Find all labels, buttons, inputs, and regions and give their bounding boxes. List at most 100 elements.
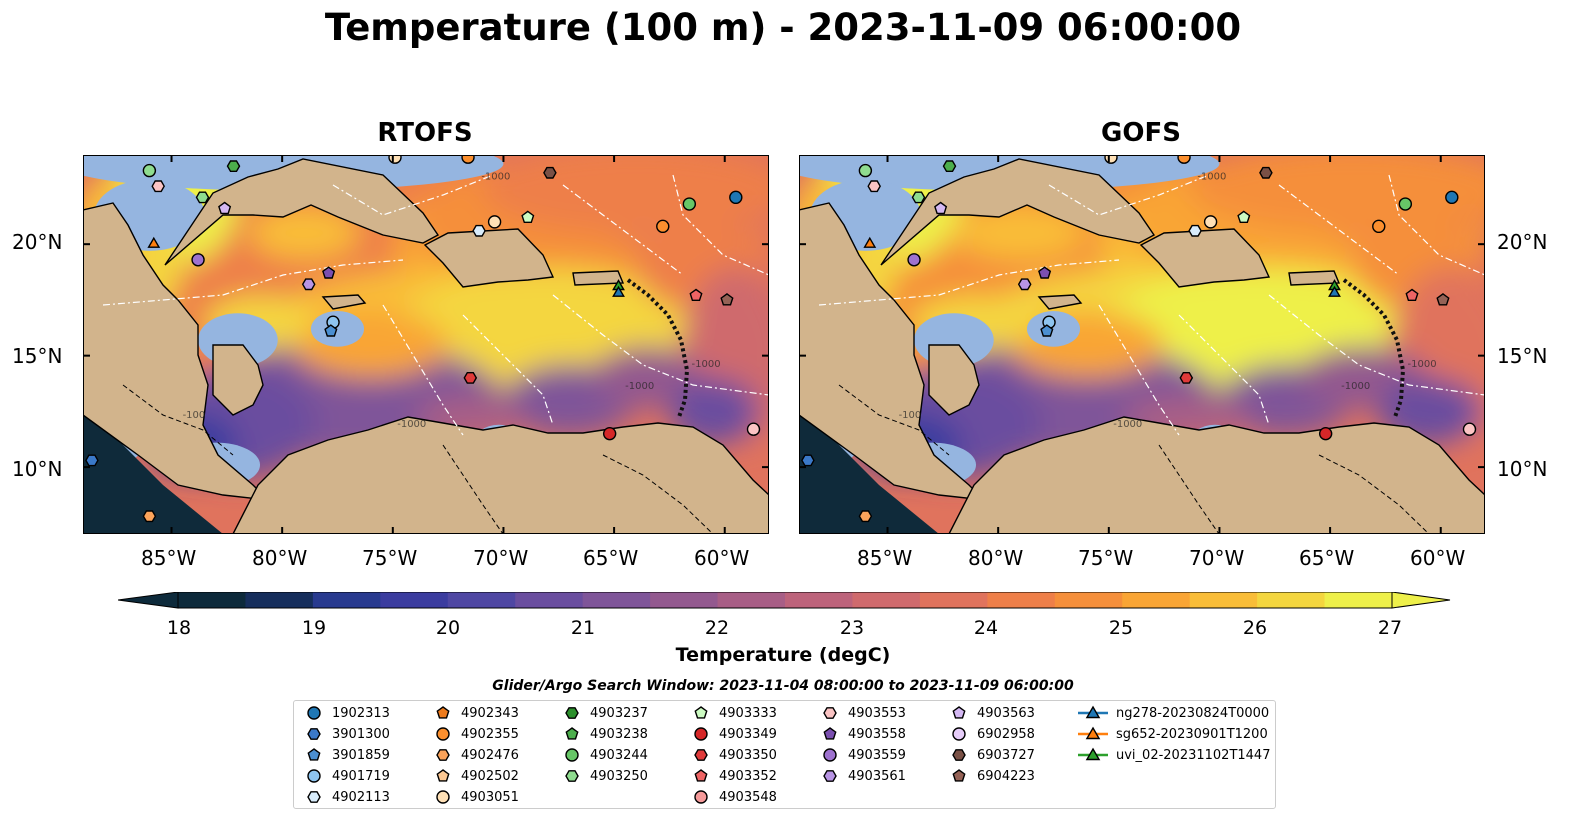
observation-marker[interactable] [934,201,948,215]
observation-marker[interactable] [689,288,703,302]
legend-marker-shape[interactable] [694,790,708,804]
observation-marker[interactable] [1462,422,1477,436]
observation-marker[interactable] [142,163,157,178]
observation-marker[interactable] [858,510,873,523]
observation-marker[interactable] [942,160,957,172]
observation-marker[interactable] [801,454,815,467]
legend-marker-shape[interactable] [952,706,966,719]
observation-marker[interactable] [487,215,502,229]
legend-marker-shape[interactable] [307,791,321,803]
observation-marker[interactable] [602,426,617,441]
map-panel-rtofs[interactable]: -100 -1000 -1000 -1000 -1000 [83,155,769,534]
legend-item: 4902113 [304,787,390,807]
legend-marker-shape[interactable] [823,748,837,762]
lesser-antilles-islands [626,278,690,418]
observation-marker[interactable] [1445,190,1459,205]
observation-marker[interactable] [1237,210,1251,224]
legend-marker-shape[interactable] [307,769,321,783]
map-frame [83,155,769,534]
observation-marker[interactable] [612,285,625,297]
observation-marker[interactable] [1405,288,1419,302]
legend-item-label: 4903244 [590,747,648,763]
observation-marker[interactable] [1318,426,1333,441]
contour-label: -1000 [1113,419,1142,430]
observation-marker[interactable] [322,266,336,279]
legend-marker-shape[interactable] [694,769,708,782]
observation-marker[interactable] [147,236,161,248]
legend-marker-shape[interactable] [565,748,579,762]
legend-marker-shape[interactable] [1085,747,1101,761]
legend-marker-shape[interactable] [436,727,450,741]
observation-marker[interactable] [543,166,557,179]
legend-marker-icon [307,769,321,783]
legend-marker-shape[interactable] [307,706,321,720]
observation-marker[interactable] [85,454,99,467]
observation-marker[interactable] [142,510,157,523]
legend-marker-shape[interactable] [1085,726,1101,740]
legend-marker-shape[interactable] [694,727,708,741]
legend-marker-shape[interactable] [307,748,321,761]
legend-marker-icon [952,727,966,741]
observation-marker[interactable] [1259,166,1273,179]
legend-item-label: ng278-20230824T0000 [1116,705,1270,721]
observation-marker[interactable] [301,278,316,291]
legend-marker-icon [1078,705,1108,719]
observation-marker[interactable] [226,160,241,172]
observation-marker[interactable] [656,219,670,234]
observation-marker[interactable] [729,190,743,205]
observation-marker[interactable] [1104,155,1118,164]
observation-marker[interactable] [858,163,873,178]
legend-item: 4902502 [433,766,519,786]
observation-marker[interactable] [1179,371,1194,384]
observation-marker[interactable] [907,253,921,267]
observation-marker[interactable] [324,324,338,337]
legend-marker-shape[interactable] [565,707,579,719]
legend-item: 4903559 [820,745,906,765]
legend-marker-shape[interactable] [1085,705,1101,719]
legend-marker-shape[interactable] [952,727,966,741]
legend-marker-shape[interactable] [694,706,708,719]
legend-marker-shape[interactable] [952,769,966,782]
observation-marker[interactable] [1398,197,1413,211]
legend-marker-icon [823,770,837,782]
legend-marker-shape[interactable] [436,769,450,782]
observation-marker[interactable] [1188,224,1202,237]
legend-marker-shape[interactable] [823,770,837,782]
observation-marker[interactable] [461,155,475,164]
observation-marker[interactable] [195,191,210,204]
observation-marker[interactable] [1372,219,1386,234]
observation-marker[interactable] [388,155,402,164]
observation-marker[interactable] [472,224,486,237]
legend-marker-shape[interactable] [823,707,837,719]
observation-marker[interactable] [682,197,697,211]
observation-marker[interactable] [1040,324,1054,337]
legend-marker-icon [436,769,450,782]
observation-marker[interactable] [463,371,478,384]
observation-marker[interactable] [1177,155,1191,164]
legend-marker-shape[interactable] [436,749,450,761]
observation-marker[interactable] [1017,278,1032,291]
observation-marker[interactable] [863,236,877,248]
observation-marker[interactable] [1203,215,1218,229]
hispaniola-landmass [423,228,555,288]
legend-marker-shape[interactable] [565,727,579,740]
observation-marker[interactable] [521,210,535,224]
observation-marker[interactable] [1436,293,1450,306]
observation-marker[interactable] [720,293,734,306]
observation-marker[interactable] [151,180,166,193]
legend-marker-shape[interactable] [823,727,837,740]
legend-marker-shape[interactable] [307,728,321,740]
observation-marker[interactable] [746,422,761,436]
observation-marker[interactable] [1038,266,1052,279]
legend-marker-shape[interactable] [952,749,966,761]
map-panel-gofs[interactable]: -100 -1000 -1000 -1000 -1000 [799,155,1485,534]
legend-marker-shape[interactable] [436,706,450,719]
observation-marker[interactable] [191,253,205,267]
legend-marker-shape[interactable] [565,770,579,782]
observation-marker[interactable] [1328,285,1341,297]
observation-marker[interactable] [911,191,926,204]
observation-marker[interactable] [867,180,882,193]
observation-marker[interactable] [218,201,232,215]
legend-marker-shape[interactable] [694,749,708,761]
legend-marker-shape[interactable] [436,790,450,804]
